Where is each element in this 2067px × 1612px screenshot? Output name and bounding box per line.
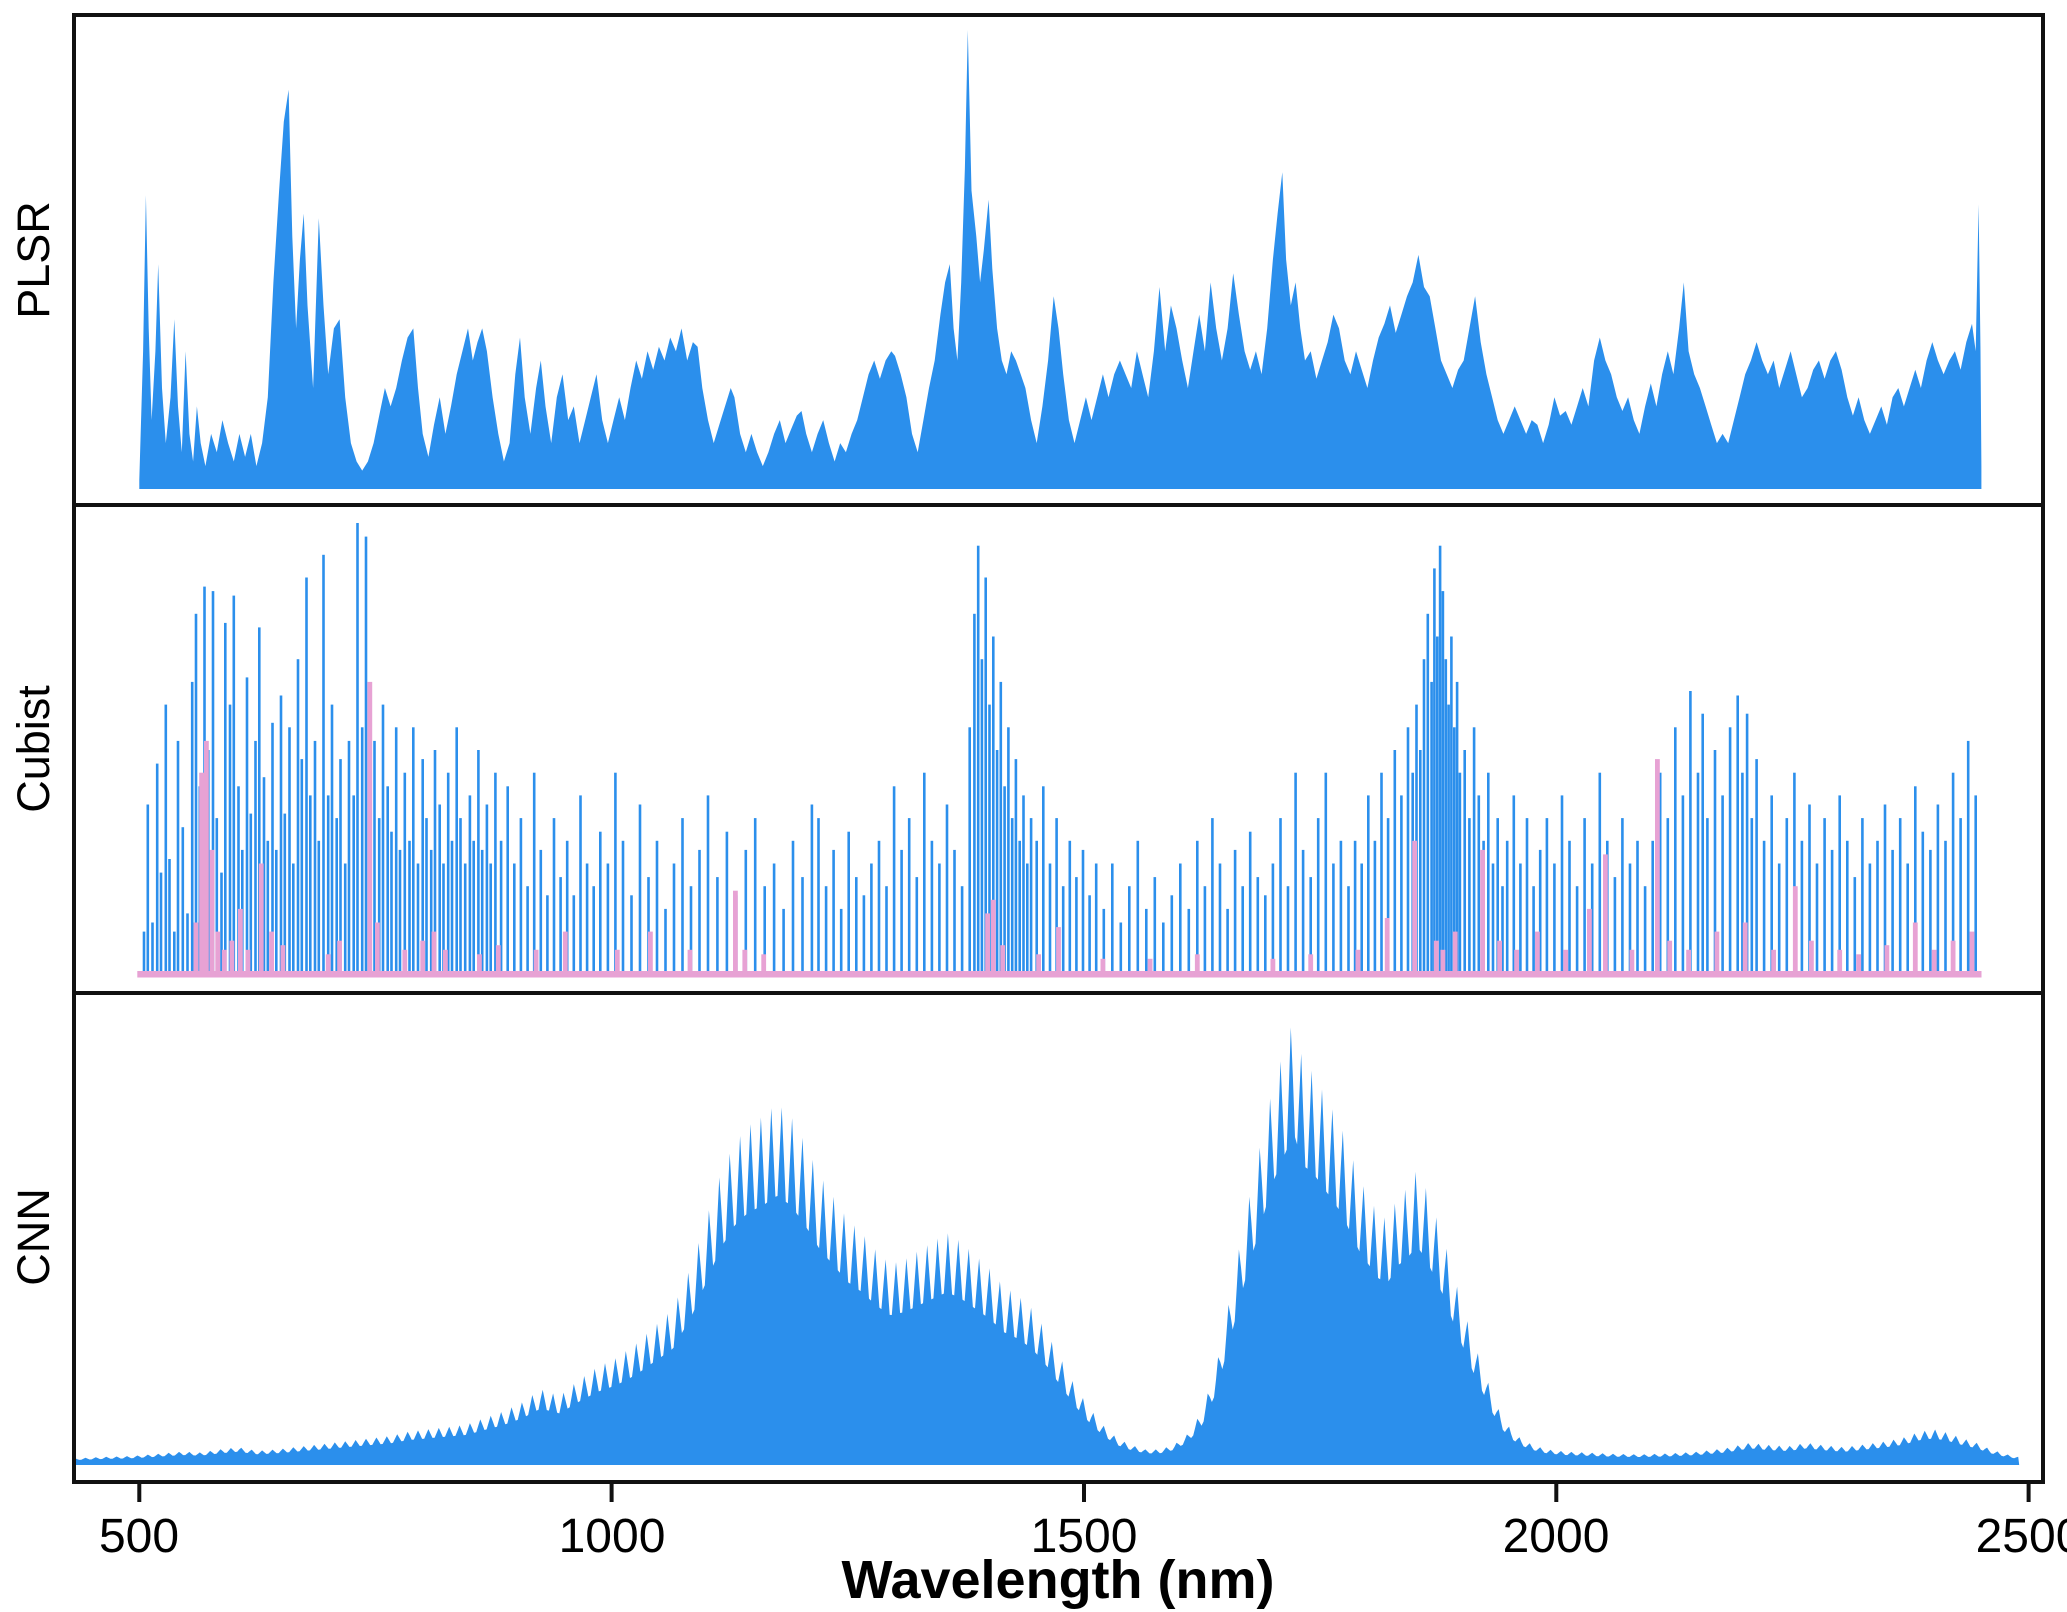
x-axis-title: Wavelength (nm) (841, 1550, 1274, 1610)
x-tick-label-1500: 1500 (1031, 1510, 1138, 1563)
x-tick-label-2500: 2500 (1976, 1510, 2067, 1563)
x-tick-label-2000: 2000 (1503, 1510, 1610, 1563)
x-axis-ticks (137, 1482, 2031, 1502)
x-tick-label-1000: 1000 (559, 1510, 666, 1563)
panel-frame-cnn (72, 991, 2045, 1484)
x-tick-label-500: 500 (99, 1510, 179, 1563)
data-layers (75, 30, 2020, 1465)
panel-label-cubist: Cubist (8, 685, 59, 813)
panel-label-cnn: CNN (8, 1188, 59, 1286)
panel-label-plsr: PLSR (8, 201, 59, 319)
